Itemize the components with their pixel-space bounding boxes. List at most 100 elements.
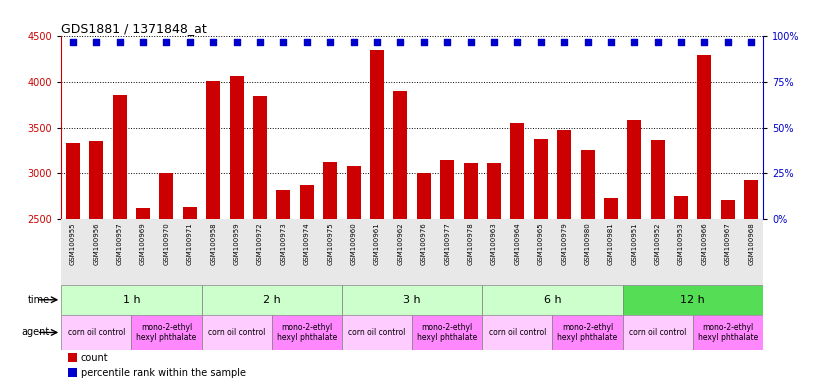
Bar	[487, 163, 501, 219]
Bar	[552, 315, 623, 350]
Bar	[698, 55, 712, 219]
Bar	[417, 174, 431, 219]
Bar	[623, 315, 693, 350]
Bar	[61, 315, 131, 350]
Text: 1 h: 1 h	[122, 295, 140, 305]
Text: count: count	[81, 353, 109, 362]
Bar	[370, 50, 384, 219]
Bar	[131, 315, 202, 350]
Bar	[580, 150, 595, 219]
Point	[487, 39, 500, 45]
Bar	[159, 172, 174, 219]
Text: agent: agent	[21, 328, 50, 338]
Bar	[61, 285, 202, 315]
Bar	[693, 315, 763, 350]
Text: 2 h: 2 h	[263, 295, 281, 305]
Bar	[342, 285, 482, 315]
Point	[441, 39, 454, 45]
Point	[277, 39, 290, 45]
Text: mono-2-ethyl
hexyl phthalate: mono-2-ethyl hexyl phthalate	[557, 323, 618, 342]
Point	[206, 39, 220, 45]
Bar	[272, 315, 342, 350]
Text: GSM100953: GSM100953	[678, 223, 684, 265]
Text: GSM100960: GSM100960	[351, 223, 357, 265]
Bar	[721, 200, 735, 219]
Text: GSM100969: GSM100969	[140, 223, 146, 265]
Point	[113, 39, 126, 45]
Text: GSM100976: GSM100976	[421, 223, 427, 265]
Text: GSM100965: GSM100965	[538, 223, 543, 265]
Text: 6 h: 6 h	[543, 295, 561, 305]
Point	[230, 39, 243, 45]
Point	[651, 39, 664, 45]
Bar	[744, 180, 758, 219]
Bar	[412, 315, 482, 350]
Point	[90, 39, 103, 45]
Bar	[534, 139, 548, 219]
Point	[370, 39, 384, 45]
Text: corn oil control: corn oil control	[348, 328, 406, 337]
Point	[675, 39, 688, 45]
Bar	[113, 95, 126, 219]
Text: GSM100964: GSM100964	[514, 223, 521, 265]
Bar	[69, 368, 77, 377]
Text: GSM100951: GSM100951	[632, 223, 637, 265]
Text: GSM100970: GSM100970	[163, 223, 170, 265]
Text: 3 h: 3 h	[403, 295, 421, 305]
Point	[394, 39, 407, 45]
Bar	[229, 76, 244, 219]
Point	[581, 39, 594, 45]
Point	[698, 39, 711, 45]
Text: GSM100962: GSM100962	[397, 223, 403, 265]
Point	[721, 39, 734, 45]
Bar	[299, 185, 314, 219]
Point	[511, 39, 524, 45]
Text: corn oil control: corn oil control	[489, 328, 546, 337]
Text: GSM100956: GSM100956	[93, 223, 100, 265]
Text: GSM100963: GSM100963	[491, 223, 497, 265]
Text: GDS1881 / 1371848_at: GDS1881 / 1371848_at	[61, 22, 207, 35]
Text: percentile rank within the sample: percentile rank within the sample	[81, 367, 246, 377]
Point	[347, 39, 360, 45]
Point	[324, 39, 337, 45]
Text: corn oil control: corn oil control	[208, 328, 265, 337]
Text: GSM100959: GSM100959	[233, 223, 240, 265]
Bar	[277, 190, 290, 219]
Text: GSM100958: GSM100958	[211, 223, 216, 265]
Bar	[440, 160, 455, 219]
Text: GSM100967: GSM100967	[725, 223, 731, 265]
Bar	[510, 123, 525, 219]
Bar	[253, 96, 267, 219]
Text: GSM100973: GSM100973	[281, 223, 286, 265]
Point	[464, 39, 477, 45]
Point	[557, 39, 570, 45]
Text: GSM100981: GSM100981	[608, 223, 614, 265]
Bar	[202, 315, 272, 350]
Point	[628, 39, 641, 45]
Text: GSM100971: GSM100971	[187, 223, 193, 265]
Text: mono-2-ethyl
hexyl phthalate: mono-2-ethyl hexyl phthalate	[417, 323, 477, 342]
Point	[160, 39, 173, 45]
Text: mono-2-ethyl
hexyl phthalate: mono-2-ethyl hexyl phthalate	[136, 323, 197, 342]
Bar	[342, 315, 412, 350]
Bar	[482, 285, 623, 315]
Bar	[323, 162, 337, 219]
Text: GSM100957: GSM100957	[117, 223, 122, 265]
Point	[254, 39, 267, 45]
Bar	[183, 207, 197, 219]
Bar	[463, 163, 477, 219]
Text: mono-2-ethyl
hexyl phthalate: mono-2-ethyl hexyl phthalate	[698, 323, 758, 342]
Text: time: time	[28, 295, 50, 305]
Bar	[628, 120, 641, 219]
Bar	[650, 141, 665, 219]
Text: 12 h: 12 h	[681, 295, 705, 305]
Text: GSM100972: GSM100972	[257, 223, 263, 265]
Point	[66, 39, 79, 45]
Bar	[604, 198, 618, 219]
Bar	[206, 81, 220, 219]
Bar	[347, 166, 361, 219]
Bar	[89, 141, 104, 219]
Text: GSM100961: GSM100961	[374, 223, 380, 265]
Text: GSM100966: GSM100966	[702, 223, 707, 265]
Text: mono-2-ethyl
hexyl phthalate: mono-2-ethyl hexyl phthalate	[277, 323, 337, 342]
